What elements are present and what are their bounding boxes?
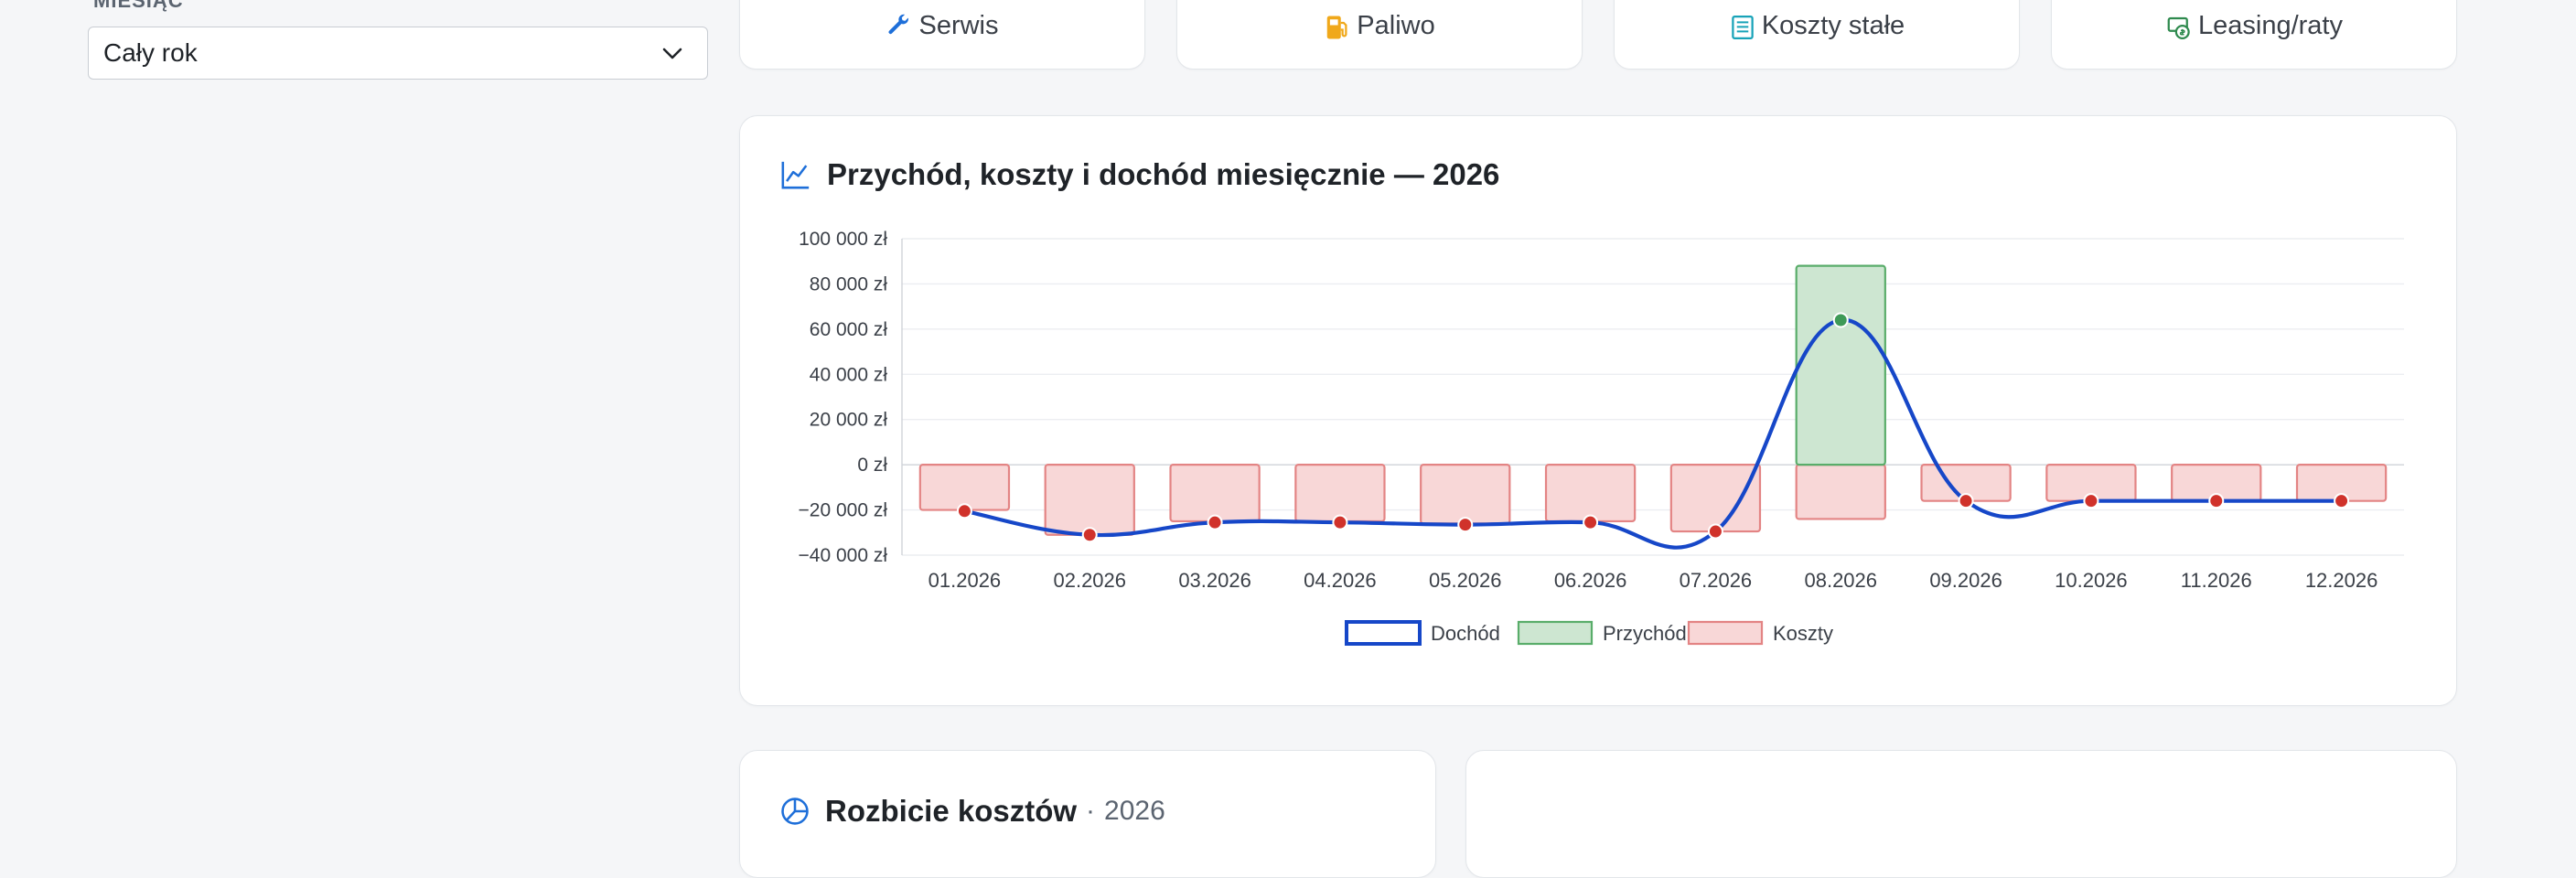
legend-label: Dochód — [1431, 622, 1500, 645]
x-tick-label: 12.2026 — [2305, 569, 2378, 592]
cost-bar — [918, 464, 1011, 511]
chevron-down-icon — [662, 48, 682, 59]
y-tick-label: 100 000 zł — [799, 229, 887, 250]
cost-bar — [1669, 464, 1762, 533]
tab-koszty-stale[interactable]: Koszty stałe — [1614, 0, 2020, 70]
legend-label: Przychód — [1603, 622, 1687, 645]
income-point — [1457, 517, 1474, 533]
x-tick-label: 09.2026 — [1929, 569, 2002, 592]
x-tick-label: 04.2026 — [1304, 569, 1377, 592]
cost-bar — [1795, 464, 1886, 520]
cost-bar — [1044, 464, 1135, 536]
line-chart-icon — [779, 159, 812, 190]
cost-breakdown-title-text: Rozbicie kosztów — [825, 794, 1078, 828]
y-tick-label: −40 000 zł — [799, 545, 888, 566]
fuel-pump-icon — [1324, 14, 1351, 41]
month-select[interactable]: Cały rok — [88, 27, 708, 80]
list-document-icon — [1729, 14, 1756, 41]
month-select-value: Cały rok — [103, 38, 198, 67]
cost-breakdown-year: 2026 — [1104, 796, 1165, 826]
income-point — [2208, 493, 2225, 509]
cost-bar — [1169, 464, 1261, 523]
cost-breakdown-separator: · — [1086, 796, 1096, 826]
revenue-bar — [1795, 264, 1886, 466]
cost-bar — [1544, 464, 1637, 523]
x-tick-label: 07.2026 — [1680, 569, 1753, 592]
monthly-chart-panel — [739, 115, 2457, 706]
money-cycle-icon — [2165, 14, 2193, 41]
pie-chart-icon — [779, 796, 810, 827]
income-point — [1832, 312, 1849, 328]
x-tick-label: 05.2026 — [1429, 569, 1502, 592]
income-point — [2334, 493, 2350, 509]
tab-serwis[interactable]: Serwis — [739, 0, 1145, 70]
y-tick-label: 80 000 zł — [810, 273, 888, 294]
legend-swatch — [1517, 620, 1594, 646]
y-tick-label: 20 000 zł — [810, 410, 888, 431]
secondary-panel — [1465, 750, 2457, 878]
x-tick-label: 11.2026 — [2181, 569, 2252, 592]
income-point — [956, 503, 972, 519]
y-tick-label: 60 000 zł — [810, 319, 888, 340]
tab-label: Leasing/raty — [2198, 11, 2343, 40]
income-point — [1081, 527, 1098, 543]
month-filter-label: MIESIĄC — [93, 0, 184, 12]
x-tick-label: 06.2026 — [1554, 569, 1627, 592]
cost-bar — [1294, 464, 1386, 523]
tab-label: Serwis — [918, 11, 999, 40]
tab-label: Koszty stałe — [1761, 11, 1905, 40]
tab-leasing-raty[interactable]: Leasing/raty — [2051, 0, 2457, 70]
monthly-chart-title: Przychód, koszty i dochód miesięcznie — … — [779, 157, 1499, 192]
legend-swatch — [1345, 620, 1422, 646]
income-point — [1332, 514, 1348, 530]
x-tick-label: 02.2026 — [1053, 569, 1126, 592]
x-tick-label: 03.2026 — [1178, 569, 1251, 592]
income-point — [1958, 493, 1974, 509]
income-point — [1207, 514, 1223, 530]
wrench-icon — [886, 14, 913, 41]
legend-swatch — [1687, 620, 1764, 646]
tab-label: Paliwo — [1357, 11, 1435, 40]
tab-paliwo[interactable]: Paliwo — [1176, 0, 1583, 70]
income-point — [2083, 493, 2099, 509]
y-tick-label: 40 000 zł — [810, 364, 888, 385]
income-point — [1583, 514, 1599, 530]
y-tick-label: −20 000 zł — [799, 500, 888, 521]
cost-bar — [1420, 464, 1511, 525]
x-tick-label: 08.2026 — [1804, 569, 1877, 592]
cost-breakdown-title: Rozbicie kosztów · 2026 — [779, 794, 1165, 829]
legend-label: Koszty — [1773, 622, 1833, 645]
monthly-chart: 100 000 zł 80 000 zł 60 000 zł 40 000 zł 20 … — [799, 229, 2404, 646]
x-tick-label: 01.2026 — [928, 569, 1002, 592]
y-tick-label: 0 zł — [857, 455, 887, 476]
income-point — [1707, 523, 1723, 540]
monthly-chart-title-text: Przychód, koszty i dochód miesięcznie — … — [827, 157, 1500, 191]
x-tick-label: 10.2026 — [2055, 569, 2128, 592]
